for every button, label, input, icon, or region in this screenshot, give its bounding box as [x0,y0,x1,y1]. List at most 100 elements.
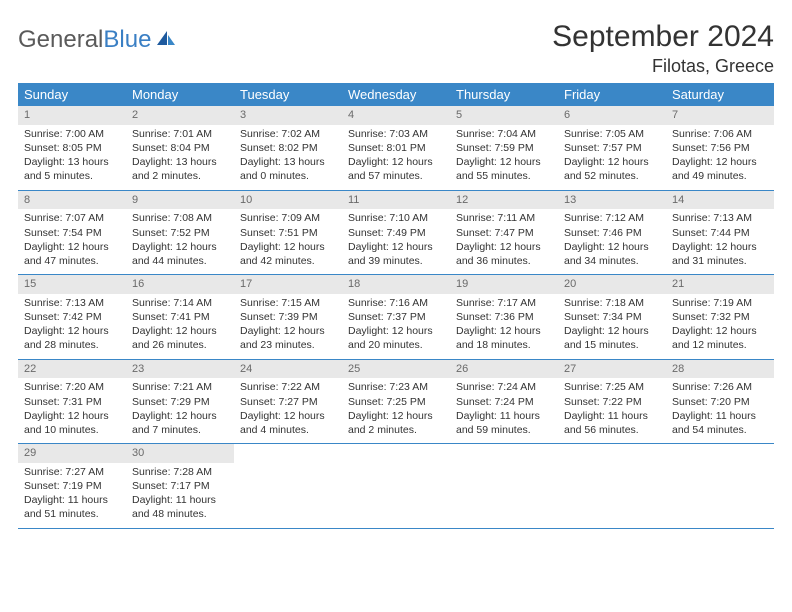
day-cell: 21Sunrise: 7:19 AMSunset: 7:32 PMDayligh… [666,275,774,359]
day-body: Sunrise: 7:01 AMSunset: 8:04 PMDaylight:… [126,125,234,190]
sunset-text: Sunset: 7:24 PM [456,395,552,409]
sunset-text: Sunset: 7:19 PM [24,479,120,493]
sunrise-text: Sunrise: 7:12 AM [564,211,660,225]
week-row: 15Sunrise: 7:13 AMSunset: 7:42 PMDayligh… [18,275,774,360]
day-body: Sunrise: 7:28 AMSunset: 7:17 PMDaylight:… [126,463,234,528]
day-cell: 15Sunrise: 7:13 AMSunset: 7:42 PMDayligh… [18,275,126,359]
sunset-text: Sunset: 7:51 PM [240,226,336,240]
empty-day-cell [558,444,666,528]
daylight-text: Daylight: 12 hours and 23 minutes. [240,324,336,352]
day-body: Sunrise: 7:20 AMSunset: 7:31 PMDaylight:… [18,378,126,443]
day-cell: 4Sunrise: 7:03 AMSunset: 8:01 PMDaylight… [342,106,450,190]
week-row: 22Sunrise: 7:20 AMSunset: 7:31 PMDayligh… [18,360,774,445]
day-number: 9 [126,191,234,210]
day-cell: 25Sunrise: 7:23 AMSunset: 7:25 PMDayligh… [342,360,450,444]
sunset-text: Sunset: 7:32 PM [672,310,768,324]
sunset-text: Sunset: 7:31 PM [24,395,120,409]
daylight-text: Daylight: 12 hours and 36 minutes. [456,240,552,268]
sunrise-text: Sunrise: 7:05 AM [564,127,660,141]
sunrise-text: Sunrise: 7:07 AM [24,211,120,225]
day-number: 11 [342,191,450,210]
sunrise-text: Sunrise: 7:27 AM [24,465,120,479]
day-cell: 2Sunrise: 7:01 AMSunset: 8:04 PMDaylight… [126,106,234,190]
day-cell: 14Sunrise: 7:13 AMSunset: 7:44 PMDayligh… [666,191,774,275]
sunset-text: Sunset: 7:17 PM [132,479,228,493]
sunrise-text: Sunrise: 7:03 AM [348,127,444,141]
day-body: Sunrise: 7:25 AMSunset: 7:22 PMDaylight:… [558,378,666,443]
sunset-text: Sunset: 7:47 PM [456,226,552,240]
day-number: 1 [18,106,126,125]
day-number: 5 [450,106,558,125]
day-cell: 19 Sunrise: 7:17 AMSunset: 7:36 PMDayligh… [450,275,558,359]
day-cell: 30Sunrise: 7:28 AMSunset: 7:17 PMDayligh… [126,444,234,528]
sunrise-text: Sunrise: 7:16 AM [348,296,444,310]
daylight-text: Daylight: 12 hours and 18 minutes. [456,324,552,352]
day-body: Sunrise: 7:16 AMSunset: 7:37 PMDaylight:… [342,294,450,359]
day-body: Sunrise: 7:08 AMSunset: 7:52 PMDaylight:… [126,209,234,274]
day-cell: 26Sunrise: 7:24 AMSunset: 7:24 PMDayligh… [450,360,558,444]
day-body: Sunrise: 7:13 AMSunset: 7:44 PMDaylight:… [666,209,774,274]
day-body: Sunrise: 7:04 AMSunset: 7:59 PMDaylight:… [450,125,558,190]
sunset-text: Sunset: 7:49 PM [348,226,444,240]
sunset-text: Sunset: 7:27 PM [240,395,336,409]
day-number: 21 [666,275,774,294]
day-cell: 20Sunrise: 7:18 AMSunset: 7:34 PMDayligh… [558,275,666,359]
daylight-text: Daylight: 12 hours and 26 minutes. [132,324,228,352]
day-number: 13 [558,191,666,210]
sunset-text: Sunset: 7:57 PM [564,141,660,155]
sunset-text: Sunset: 7:41 PM [132,310,228,324]
daylight-text: Daylight: 12 hours and 4 minutes. [240,409,336,437]
day-number: 10 [234,191,342,210]
daylight-text: Daylight: 12 hours and 15 minutes. [564,324,660,352]
daylight-text: Daylight: 12 hours and 34 minutes. [564,240,660,268]
weekday-sunday: Sunday [18,83,126,106]
daylight-text: Daylight: 13 hours and 2 minutes. [132,155,228,183]
sunrise-text: Sunrise: 7:22 AM [240,380,336,394]
empty-day-cell [234,444,342,528]
daylight-text: Daylight: 13 hours and 0 minutes. [240,155,336,183]
title-block: September 2024 Filotas, Greece [552,20,774,77]
sunset-text: Sunset: 8:04 PM [132,141,228,155]
day-body: Sunrise: 7:23 AMSunset: 7:25 PMDaylight:… [342,378,450,443]
sunset-text: Sunset: 7:36 PM [456,310,552,324]
sunrise-text: Sunrise: 7:28 AM [132,465,228,479]
daylight-text: Daylight: 12 hours and 2 minutes. [348,409,444,437]
day-cell: 23Sunrise: 7:21 AMSunset: 7:29 PMDayligh… [126,360,234,444]
daylight-text: Daylight: 12 hours and 49 minutes. [672,155,768,183]
day-number: 6 [558,106,666,125]
day-cell: 7Sunrise: 7:06 AMSunset: 7:56 PMDaylight… [666,106,774,190]
header-row: GeneralBlue September 2024 Filotas, Gree… [18,20,774,77]
week-row: 8Sunrise: 7:07 AMSunset: 7:54 PMDaylight… [18,191,774,276]
sunrise-text: Sunrise: 7:20 AM [24,380,120,394]
day-cell: 6Sunrise: 7:05 AMSunset: 7:57 PMDaylight… [558,106,666,190]
day-number: 4 [342,106,450,125]
day-body: Sunrise: 7:05 AMSunset: 7:57 PMDaylight:… [558,125,666,190]
sunrise-text: Sunrise: 7:13 AM [672,211,768,225]
day-cell: 5Sunrise: 7:04 AMSunset: 7:59 PMDaylight… [450,106,558,190]
day-number: 27 [558,360,666,379]
sunrise-text: Sunrise: 7:14 AM [132,296,228,310]
daylight-text: Daylight: 11 hours and 54 minutes. [672,409,768,437]
sunrise-text: Sunrise: 7:17 AM [456,296,552,310]
day-body: Sunrise: 7:18 AMSunset: 7:34 PMDaylight:… [558,294,666,359]
location-label: Filotas, Greece [552,56,774,77]
sunset-text: Sunset: 7:54 PM [24,226,120,240]
day-body: Sunrise: 7:15 AMSunset: 7:39 PMDaylight:… [234,294,342,359]
month-title: September 2024 [552,20,774,54]
sunset-text: Sunset: 7:46 PM [564,226,660,240]
day-body: Sunrise: 7:27 AMSunset: 7:19 PMDaylight:… [18,463,126,528]
day-body: Sunrise: 7:10 AMSunset: 7:49 PMDaylight:… [342,209,450,274]
sunset-text: Sunset: 7:22 PM [564,395,660,409]
sunrise-text: Sunrise: 7:02 AM [240,127,336,141]
day-number: 26 [450,360,558,379]
weekday-header: Sunday Monday Tuesday Wednesday Thursday… [18,83,774,106]
day-body: Sunrise: 7:07 AMSunset: 7:54 PMDaylight:… [18,209,126,274]
day-number: 17 [234,275,342,294]
empty-day-cell [342,444,450,528]
day-number: 19 [450,275,558,294]
sunrise-text: Sunrise: 7:26 AM [672,380,768,394]
weekday-tuesday: Tuesday [234,83,342,106]
empty-day-cell [450,444,558,528]
logo-sail-icon [155,26,177,54]
day-cell: 28Sunrise: 7:26 AMSunset: 7:20 PMDayligh… [666,360,774,444]
